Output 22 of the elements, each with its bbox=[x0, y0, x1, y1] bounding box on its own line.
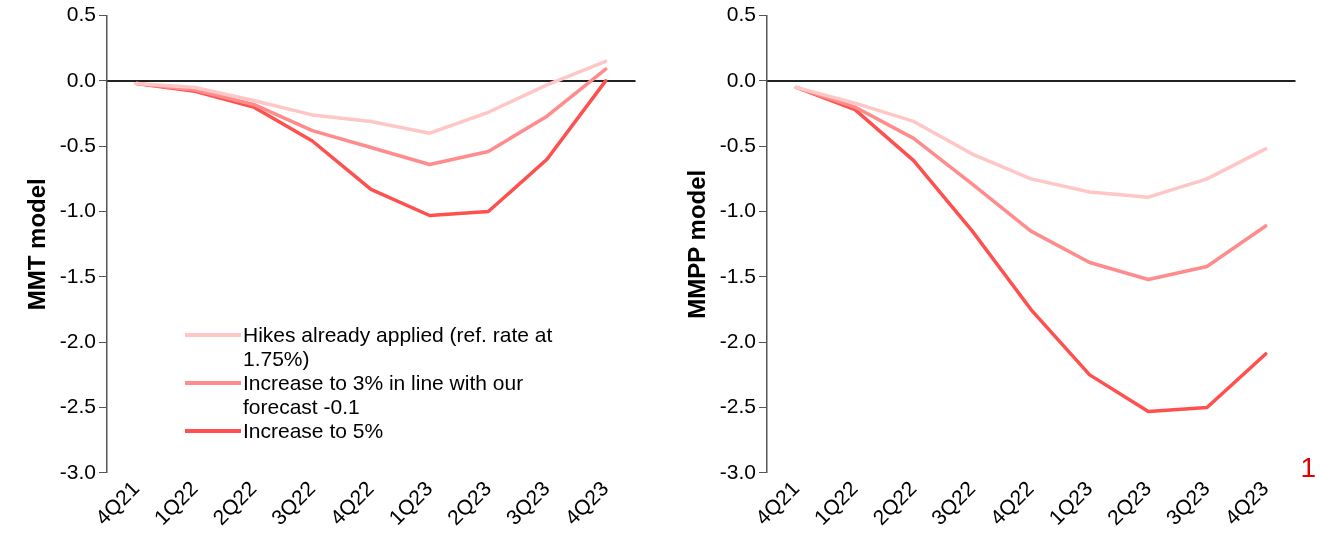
y-tick-label: -0.5 bbox=[59, 133, 96, 157]
y-axis-title: MMPP model bbox=[683, 169, 711, 319]
y-tick-label: 0.5 bbox=[726, 2, 756, 26]
legend-label: Increase to 3% in line with our forecast -0.1 bbox=[243, 371, 525, 419]
y-tick-label: -3.0 bbox=[719, 459, 756, 483]
y-tick-label: -2.5 bbox=[719, 394, 756, 418]
y-tick-label: 0.0 bbox=[66, 67, 96, 91]
y-tick-label: -2.0 bbox=[59, 329, 96, 353]
y-axis-title: MMT model bbox=[23, 178, 51, 311]
y-tick-label: 0.0 bbox=[726, 67, 756, 91]
y-tick-label: -2.0 bbox=[719, 329, 756, 353]
legend-label: Hikes already applied (ref. rate at 1.75%) bbox=[243, 323, 554, 371]
y-tick-label: -1.0 bbox=[59, 198, 96, 222]
y-tick-label: -2.5 bbox=[59, 394, 96, 418]
text: 1 bbox=[1300, 452, 1316, 484]
y-tick-label: 0.5 bbox=[66, 2, 96, 26]
y-tick-label: -1.5 bbox=[59, 263, 96, 287]
y-tick-label: -3.0 bbox=[59, 459, 96, 483]
y-tick-label: -1.5 bbox=[719, 263, 756, 287]
legend-label: Increase to 5% bbox=[243, 419, 384, 443]
y-tick-label: -1.0 bbox=[719, 198, 756, 222]
y-tick-label: -0.5 bbox=[719, 133, 756, 157]
